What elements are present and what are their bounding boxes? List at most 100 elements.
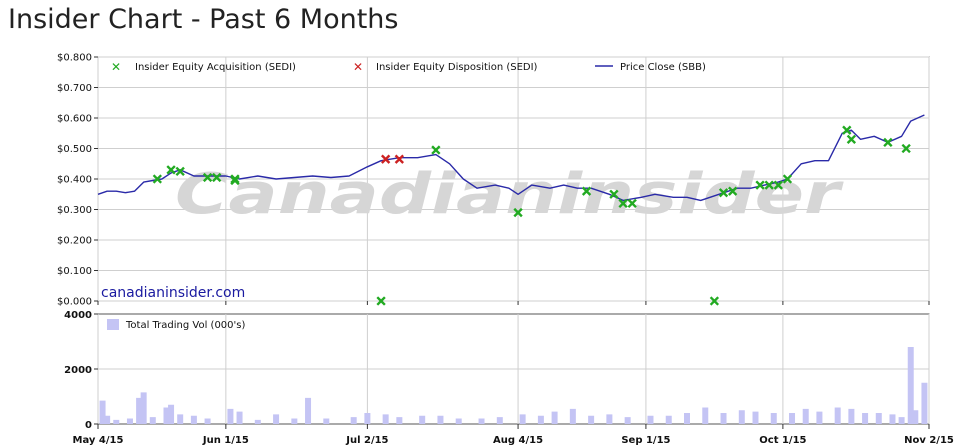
acquisition-marker-stroke-b bbox=[581, 186, 592, 196]
volume-bar bbox=[350, 417, 357, 424]
volume-bar bbox=[437, 415, 444, 424]
acquisition-marker-stroke-b bbox=[175, 166, 185, 177]
price-y-tick-label: $0.800 bbox=[57, 53, 92, 64]
volume-bar bbox=[752, 411, 759, 424]
acquisition-marker-stroke-b bbox=[773, 180, 783, 190]
volume-bar bbox=[789, 413, 796, 424]
acquisition-marker-stroke-b bbox=[842, 125, 852, 135]
acquisition-marker bbox=[202, 172, 213, 183]
legend-volume-swatch bbox=[107, 319, 119, 330]
volume-bar bbox=[720, 413, 727, 424]
acquisition-marker bbox=[230, 175, 240, 186]
volume-bar bbox=[647, 415, 654, 424]
volume-bar bbox=[912, 410, 919, 424]
volume-y-tick-label: 0 bbox=[85, 420, 92, 431]
volume-bar bbox=[624, 417, 631, 424]
volume-bar bbox=[163, 407, 170, 424]
volume-bar bbox=[227, 408, 234, 424]
volume-bar bbox=[382, 414, 389, 424]
acquisition-marker-stroke-b bbox=[883, 137, 893, 148]
price-y-tick-label: $0.300 bbox=[57, 205, 92, 216]
acquisition-marker bbox=[755, 180, 765, 190]
disposition-marker-stroke-b bbox=[394, 154, 405, 164]
acquisition-marker bbox=[513, 207, 523, 218]
price-y-tick-label: $0.600 bbox=[57, 114, 92, 125]
price-grid bbox=[97, 56, 930, 302]
volume-bar bbox=[419, 415, 426, 424]
volume-bar bbox=[478, 418, 485, 424]
volume-bar bbox=[99, 400, 106, 424]
volume-bar bbox=[126, 418, 133, 424]
acquisition-marker bbox=[782, 174, 793, 184]
acquisition-marker bbox=[627, 198, 637, 209]
acquisition-marker-stroke-b bbox=[202, 172, 213, 183]
volume-bar bbox=[323, 418, 330, 424]
volume-bar bbox=[875, 413, 882, 424]
volume-bar bbox=[496, 417, 503, 424]
volume-bar bbox=[537, 415, 544, 424]
price-y-tick-label: $0.200 bbox=[57, 236, 92, 247]
acquisition-marker-stroke-b bbox=[609, 189, 619, 199]
acquisition-marker bbox=[709, 296, 720, 306]
x-tick-label: Aug 4/15 bbox=[493, 435, 543, 446]
acquisition-marker bbox=[431, 145, 441, 155]
volume-bar bbox=[898, 417, 905, 424]
volume-bar bbox=[802, 408, 809, 424]
acquisition-marker bbox=[618, 198, 628, 209]
price-y-tick-label: $0.400 bbox=[57, 175, 92, 186]
volume-bar bbox=[862, 413, 869, 424]
acquisition-marker-stroke-b bbox=[376, 296, 386, 306]
volume-bar bbox=[738, 410, 745, 424]
price-y-tick-label: $0.100 bbox=[57, 266, 92, 277]
acquisition-marker-stroke-b bbox=[718, 188, 729, 198]
acquisition-marker-stroke-b bbox=[627, 198, 637, 209]
x-tick-label: Jun 1/15 bbox=[202, 435, 249, 446]
price-close-line bbox=[97, 114, 925, 202]
acquisition-marker bbox=[842, 125, 852, 135]
volume-bar bbox=[834, 407, 841, 424]
volume-y-tick-label: 2000 bbox=[64, 365, 92, 376]
price-y-tick-label: $0.700 bbox=[57, 83, 92, 94]
volume-bar bbox=[168, 404, 175, 424]
volume-bar bbox=[606, 414, 613, 424]
legend-price-label: Price Close (SBB) bbox=[620, 62, 706, 73]
price-panel: Canadianinsider $0.800 $0.700 $0.600 $0.500… bbox=[57, 53, 930, 308]
acquisition-marker bbox=[212, 172, 222, 183]
acquisition-marker-stroke-b bbox=[728, 186, 738, 196]
volume-bar bbox=[684, 413, 691, 424]
acquisition-marker bbox=[609, 189, 619, 199]
acquisition-marker bbox=[175, 166, 185, 177]
volume-bar bbox=[140, 392, 147, 424]
volume-bars bbox=[99, 347, 928, 424]
watermark-logo: Canadianinsider bbox=[175, 162, 844, 227]
volume-bar bbox=[149, 417, 156, 424]
acquisition-marker-stroke-b bbox=[166, 165, 176, 175]
volume-bar bbox=[816, 411, 823, 424]
source-label[interactable]: canadianinsider.com bbox=[101, 285, 245, 301]
volume-bar bbox=[113, 419, 120, 424]
disposition-marker bbox=[381, 154, 391, 164]
acquisition-marker-stroke-b bbox=[901, 143, 911, 154]
acquisition-marker bbox=[846, 134, 857, 144]
acquisition-marker-stroke-b bbox=[431, 145, 441, 155]
acquisition-marker-stroke-b bbox=[846, 134, 857, 144]
volume-bar bbox=[104, 415, 111, 424]
legend-volume-label: Total Trading Vol (000's) bbox=[125, 320, 245, 331]
volume-bar bbox=[455, 418, 462, 424]
acquisition-marker bbox=[152, 174, 163, 184]
legend-disposition-label: Insider Equity Disposition (SEDI) bbox=[376, 62, 538, 73]
volume-bar bbox=[848, 408, 855, 424]
legend-acquisition-label: Insider Equity Acquisition (SEDI) bbox=[135, 62, 296, 73]
acquisition-marker-stroke-b bbox=[764, 180, 774, 190]
page-title: Insider Chart - Past 6 Months bbox=[8, 4, 399, 35]
volume-bar bbox=[236, 411, 243, 424]
acquisition-marker-stroke-b bbox=[755, 180, 765, 190]
volume-panel: 4000 2000 0 Total Trading Vol (000's) bbox=[64, 310, 930, 431]
volume-bar bbox=[273, 414, 280, 424]
acquisition-marker-stroke-b bbox=[709, 296, 720, 306]
acquisition-marker-stroke-b bbox=[230, 175, 240, 186]
acquisition-marker bbox=[376, 296, 386, 306]
acquisition-marker bbox=[581, 186, 592, 196]
x-tick-label: Nov 2/15 bbox=[904, 435, 954, 446]
